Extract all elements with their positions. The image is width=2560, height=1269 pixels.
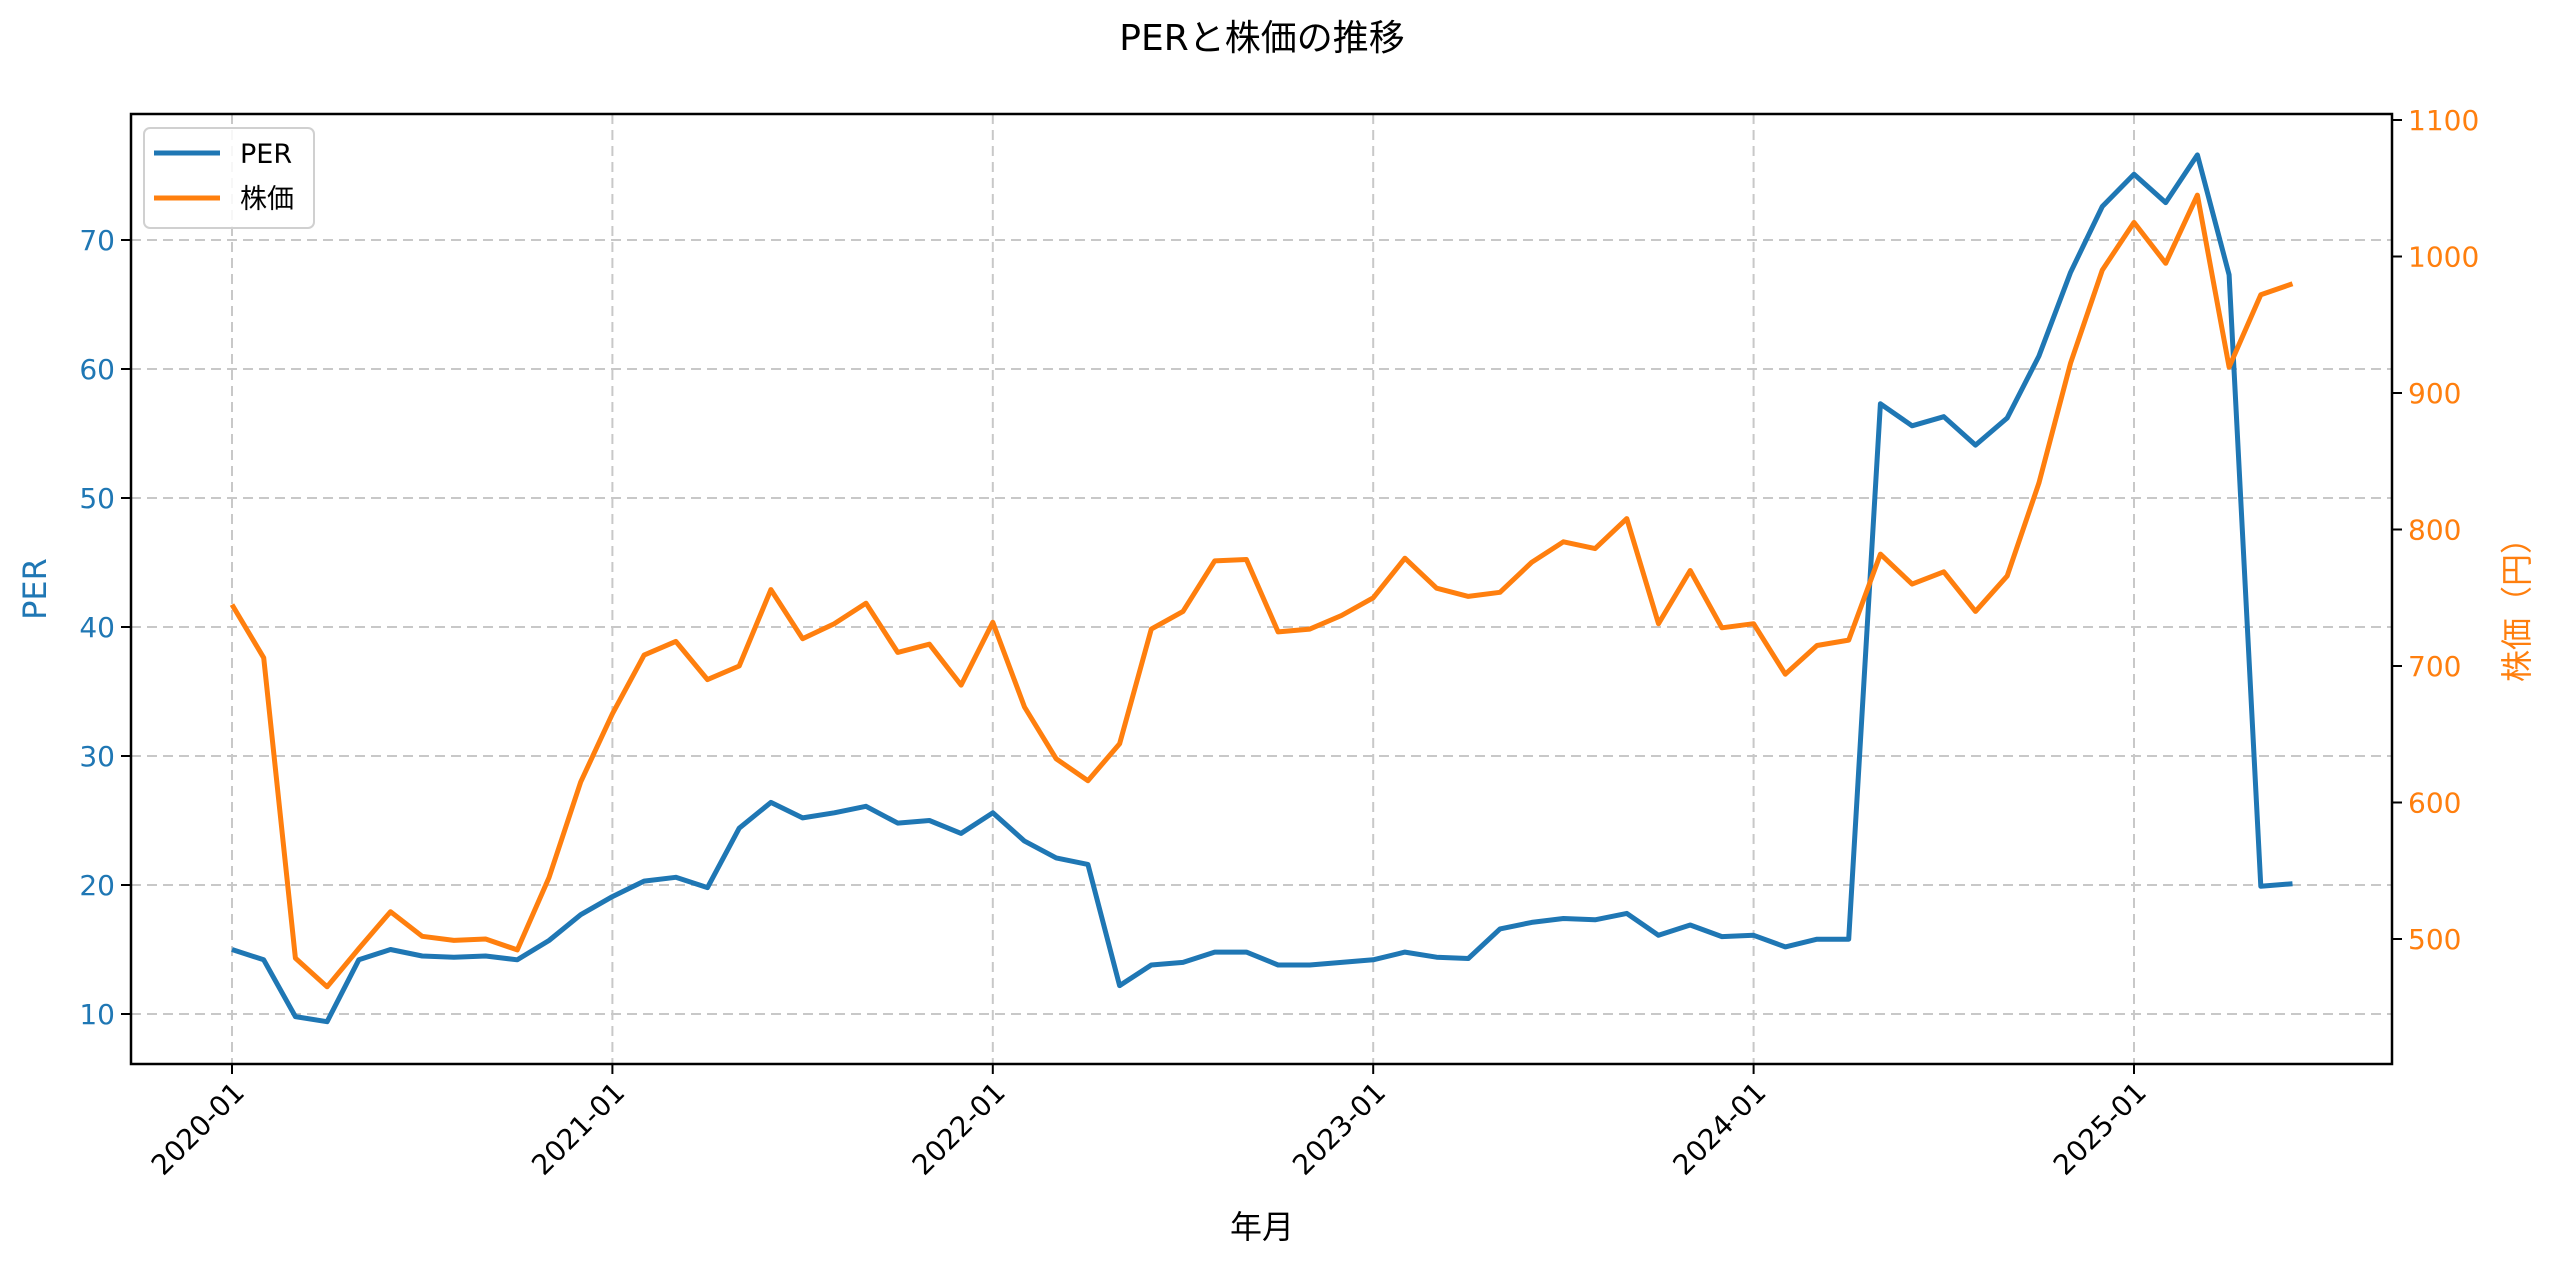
left-axis-label: PER <box>16 558 54 620</box>
x-tick-label: 2020-01 <box>145 1076 251 1182</box>
legend-per-label: PER <box>240 139 292 170</box>
right-tick-label: 500 <box>2408 923 2461 956</box>
left-tick-label: 70 <box>79 224 115 257</box>
left-tick-label: 40 <box>79 611 115 644</box>
left-tick-label: 30 <box>79 740 115 773</box>
axis-ticks: 2020-01 2021-01 2022-01 2023-01 2024-01 2025-… <box>79 104 2479 1182</box>
left-tick-label: 20 <box>79 869 115 902</box>
right-tick-label: 600 <box>2408 787 2461 820</box>
x-axis-label: 年月 <box>1230 1208 1294 1246</box>
x-tick-label: 2024-01 <box>1666 1076 1772 1182</box>
right-tick-label: 1000 <box>2408 241 2479 274</box>
right-tick-label: 900 <box>2408 377 2461 410</box>
per-line <box>231 152 2293 1025</box>
right-tick-label: 700 <box>2408 650 2461 683</box>
x-tick-label: 2023-01 <box>1286 1076 1392 1182</box>
x-tick-label: 2022-01 <box>906 1076 1012 1182</box>
x-tick-label: 2025-01 <box>2047 1076 2153 1182</box>
series-lines <box>229 152 2294 1025</box>
legend-price-label: 株価 <box>240 184 294 215</box>
legend: PER 株価 <box>143 127 315 229</box>
grid-lines <box>131 114 2392 1064</box>
left-tick-label: 50 <box>79 482 115 515</box>
chart-title: PERと株価の推移 <box>1119 18 1404 59</box>
left-tick-label: 10 <box>79 998 115 1031</box>
price-line <box>229 192 2294 990</box>
x-tick-label: 2021-01 <box>525 1076 631 1182</box>
right-tick-label: 1100 <box>2408 104 2479 137</box>
right-tick-label: 800 <box>2408 514 2461 547</box>
right-axis-label: 株価（円） <box>2498 522 2536 682</box>
left-tick-label: 60 <box>79 353 115 386</box>
plot-frame <box>129 112 2394 1066</box>
